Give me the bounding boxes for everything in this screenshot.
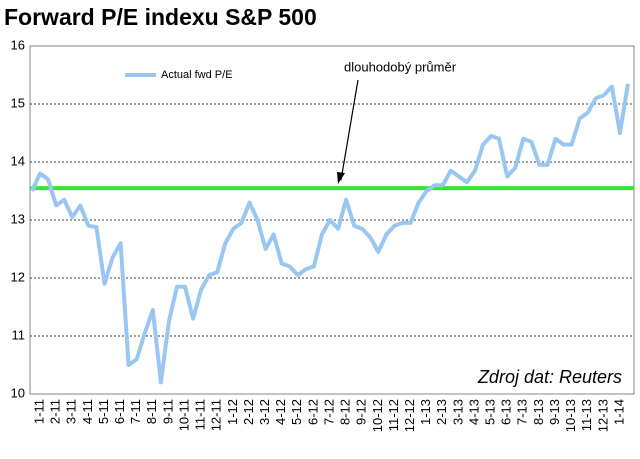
data-line [30,83,630,385]
x-tick-label: 1-12 [225,399,240,425]
x-tick-label: 8-12 [338,399,353,425]
x-tick-label: 9-11 [160,399,175,424]
annotation-arrow [340,79,359,181]
legend-label: Actual fwd P/E [161,69,233,81]
x-tick-label: 5-13 [483,399,498,425]
x-tick-label: 5-11 [96,399,111,424]
source: Zdroj dat: Reuters [477,367,622,387]
x-tick-label: 12-12 [402,399,417,432]
x-tick-label: 9-13 [547,399,562,425]
x-tick-label: 10-11 [176,399,191,431]
y-tick-label: 14 [11,153,25,168]
x-tick-label: 6-12 [305,399,320,425]
x-tick-label: 12-11 [209,399,224,431]
x-tick-label: 7-12 [321,399,336,425]
x-tick-label: 9-12 [354,399,369,425]
x-tick-label: 7-11 [128,399,143,424]
x-tick-label: 6-11 [112,399,127,424]
x-tick-label: 2-12 [241,399,256,425]
arrow-head [337,172,345,184]
x-tick-label: 7-13 [515,399,530,425]
chart-title: Forward P/E indexu S&P 500 [4,4,317,30]
x-tick-label: 5-12 [289,399,304,425]
y-tick-label: 10 [11,385,25,400]
x-tick-label: 10-12 [370,399,385,432]
annotation: dlouhodobý průměr [344,59,457,74]
y-tick-label: 15 [11,95,25,110]
x-tick-label: 3-11 [64,399,79,424]
y-tick-label: 13 [11,211,25,226]
x-tick-label: 4-13 [466,399,481,425]
x-tick-label: 3-13 [450,399,465,425]
x-tick-label: 8-11 [144,399,159,424]
x-tick-label: 4-11 [80,399,95,424]
x-tick-label: 1-14 [611,399,626,425]
x-tick-label: 11-11 [193,399,208,430]
x-tick-label: 1-11 [31,399,46,424]
x-tick-label: 2-13 [434,399,449,425]
x-tick-label: 8-13 [531,399,546,425]
x-tick-label: 3-12 [257,399,272,425]
x-tick-label: 1-13 [418,399,433,425]
x-tick-label: 11-12 [386,399,401,431]
x-tick-label: 2-11 [48,399,63,424]
x-tick-label: 12-13 [595,399,610,432]
y-tick-label: 11 [12,327,26,342]
x-tick-label: 11-13 [579,399,594,431]
x-tick-label: 10-13 [563,399,578,432]
x-tick-label: 6-13 [499,399,514,425]
x-tick-label: 4-12 [273,399,288,425]
y-tick-label: 16 [11,37,25,52]
y-tick-label: 12 [11,269,25,284]
